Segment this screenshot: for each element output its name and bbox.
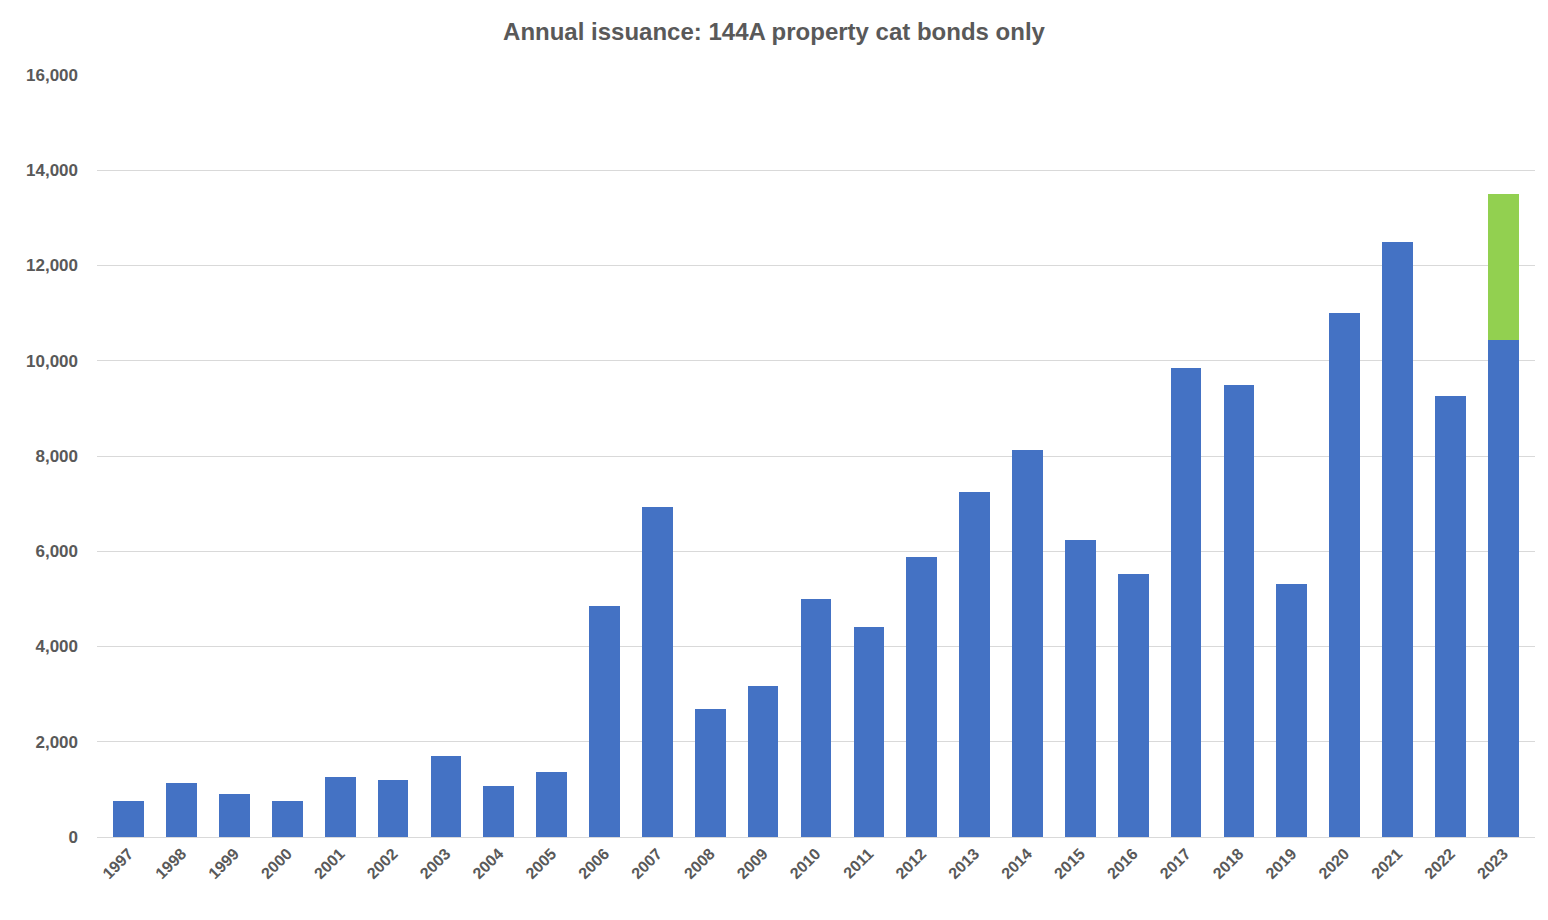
svg-text:2017: 2017: [1157, 845, 1194, 882]
svg-text:1999: 1999: [205, 845, 242, 882]
svg-text:2018: 2018: [1210, 845, 1247, 882]
svg-text:4,000: 4,000: [35, 637, 78, 656]
svg-text:10,000: 10,000: [26, 352, 78, 371]
svg-text:2002: 2002: [364, 845, 401, 882]
svg-text:2,000: 2,000: [35, 733, 78, 752]
svg-text:2001: 2001: [311, 845, 348, 882]
svg-text:2021: 2021: [1368, 845, 1405, 882]
svg-text:Annual issuance: 144A property: Annual issuance: 144A property cat bonds…: [503, 18, 1046, 45]
svg-text:2011: 2011: [840, 845, 877, 882]
svg-text:2015: 2015: [1051, 845, 1088, 882]
svg-text:2003: 2003: [417, 845, 454, 882]
svg-text:2004: 2004: [469, 845, 506, 882]
svg-text:2016: 2016: [1104, 845, 1141, 882]
svg-text:2013: 2013: [945, 845, 982, 882]
svg-text:14,000: 14,000: [26, 161, 78, 180]
svg-text:2012: 2012: [892, 845, 929, 882]
svg-text:0: 0: [69, 828, 78, 847]
svg-text:8,000: 8,000: [35, 447, 78, 466]
svg-text:2020: 2020: [1315, 845, 1352, 882]
svg-text:2007: 2007: [628, 845, 665, 882]
svg-text:2009: 2009: [734, 845, 771, 882]
svg-text:2010: 2010: [787, 845, 824, 882]
svg-text:1998: 1998: [152, 845, 189, 882]
svg-text:2022: 2022: [1421, 845, 1458, 882]
svg-text:2014: 2014: [998, 845, 1035, 882]
svg-text:2006: 2006: [575, 845, 612, 882]
svg-text:2019: 2019: [1262, 845, 1299, 882]
svg-text:1997: 1997: [99, 845, 136, 882]
svg-text:2005: 2005: [522, 845, 559, 882]
svg-text:16,000: 16,000: [26, 66, 78, 85]
svg-text:2008: 2008: [681, 845, 718, 882]
svg-text:2000: 2000: [258, 845, 295, 882]
svg-text:2023: 2023: [1474, 845, 1511, 882]
svg-text:6,000: 6,000: [35, 542, 78, 561]
svg-text:12,000: 12,000: [26, 256, 78, 275]
